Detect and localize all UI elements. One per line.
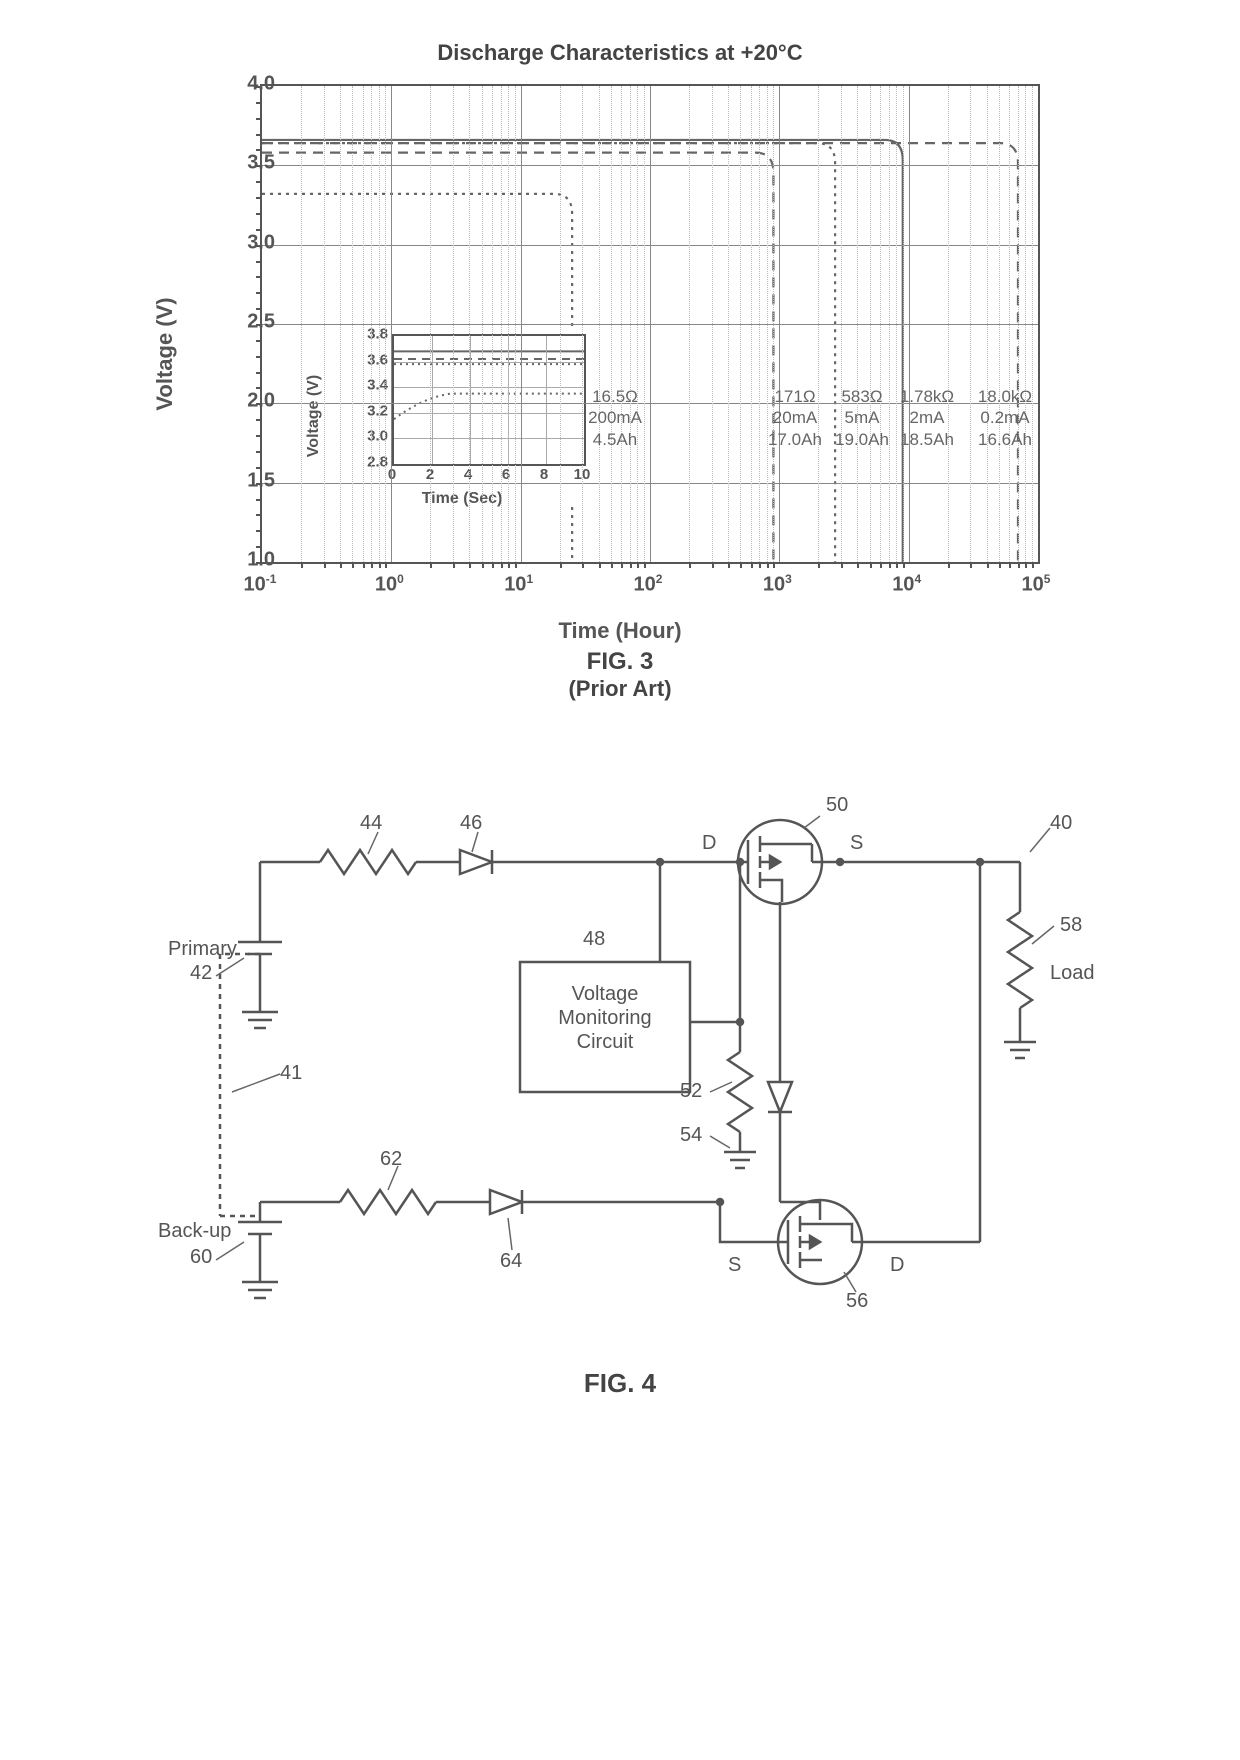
ytick-label: 2.0 <box>247 390 275 413</box>
xtick-label: 103 <box>763 572 792 597</box>
xtick-label: 101 <box>504 572 533 597</box>
ytick-label: 4.0 <box>247 73 275 96</box>
fig4-caption: FIG. 4 <box>120 1368 1120 1399</box>
inset-xlabel: Time (Sec) <box>422 490 503 508</box>
chart-wrap: Voltage (V) Voltage (V) Time (Sec) 2.83.… <box>170 74 1070 634</box>
curve-annotation: 16.5Ω200mA4.5Ah <box>572 386 658 450</box>
ytick-label: 3.0 <box>247 231 275 254</box>
y-axis-label: Voltage (V) <box>152 297 178 410</box>
xtick-label: 10-1 <box>244 572 277 597</box>
fig3-caption: FIG. 3 <box>120 648 1120 676</box>
fig3-subcaption: (Prior Art) <box>120 676 1120 702</box>
figure-4: Voltage Monitoring Circuit Primary Back-… <box>120 762 1120 1399</box>
ytick-label: 1.5 <box>247 469 275 492</box>
x-axis-label: Time (Hour) <box>558 618 681 644</box>
curve-annotation: 1.78kΩ2mA18.5Ah <box>884 386 970 450</box>
figure-3: Discharge Characteristics at +20°C Volta… <box>120 40 1120 702</box>
xtick-label: 104 <box>892 572 921 597</box>
ytick-label: 1.0 <box>247 549 275 572</box>
inset-xtick: 8 <box>540 466 548 483</box>
ytick-label: 2.5 <box>247 311 275 334</box>
chart-title: Discharge Characteristics at +20°C <box>120 40 1120 66</box>
xtick-label: 105 <box>1022 572 1051 597</box>
inset-plot <box>392 334 586 466</box>
circuit-wrap: Voltage Monitoring Circuit Primary Back-… <box>120 762 1120 1362</box>
xtick-label: 102 <box>634 572 663 597</box>
xtick-label: 100 <box>375 572 404 597</box>
main-chart: Voltage (V) Time (Sec) 2.83.03.23.43.63.… <box>260 84 1040 564</box>
curve-annotation: 18.0kΩ0.2mA16.6Ah <box>962 386 1048 450</box>
ytick-label: 3.5 <box>247 152 275 175</box>
inset-ylabel: Voltage (V) <box>305 375 323 457</box>
inset-xtick: 4 <box>464 466 472 483</box>
